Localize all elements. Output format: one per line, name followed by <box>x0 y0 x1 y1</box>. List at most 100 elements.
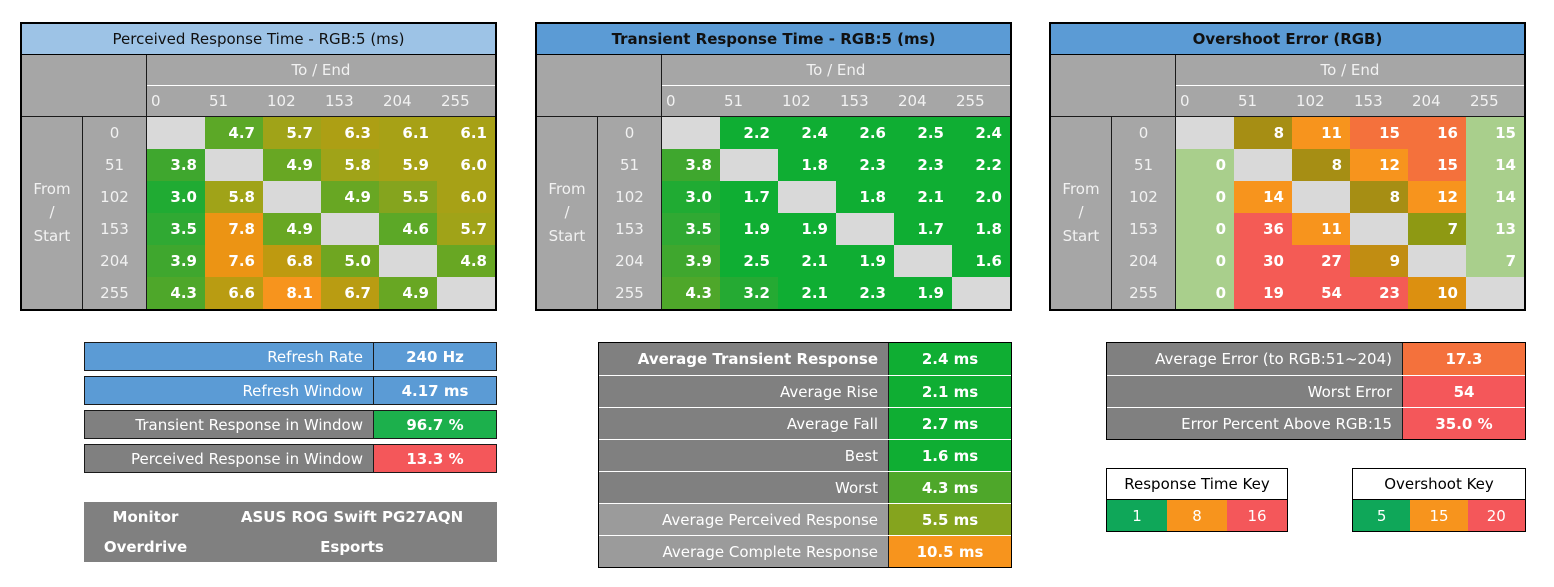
heatmap-cell: 19 <box>1234 277 1292 309</box>
key-swatches: 5 15 20 <box>1353 500 1525 531</box>
summary-row: Average Perceived Response 5.5 ms <box>599 503 1011 535</box>
heatmap-cell: 2.3 <box>836 277 894 309</box>
heatmap-cell: 3.0 <box>662 181 720 213</box>
heatmap-cell: 2.1 <box>778 277 836 309</box>
heatmap-cell: 23 <box>1350 277 1408 309</box>
summary-label: Refresh Window <box>85 377 374 404</box>
col-label: 51 <box>1234 86 1292 117</box>
transient-summary-table: Average Transient Response 2.4 ms Average … <box>598 342 1012 568</box>
heatmap-cell: 5.9 <box>379 149 437 181</box>
summary-row: Worst 4.3 ms <box>599 471 1011 503</box>
heatmap-cell: 3.5 <box>662 213 720 245</box>
heatmap-cell: 6.1 <box>379 117 437 149</box>
heatmap-cell: 2.2 <box>952 149 1010 181</box>
heatmap-cell: 0 <box>1176 277 1234 309</box>
row-label: 102 <box>598 181 662 213</box>
summary-row: Average Fall 2.7 ms <box>599 407 1011 439</box>
heatmap-cell <box>379 245 437 277</box>
heatmap-table-transient-response: Transient Response Time - RGB:5 (ms) To /… <box>535 22 1012 311</box>
summary-value: 1.6 ms <box>889 440 1011 471</box>
heatmap-cell: 12 <box>1408 181 1466 213</box>
heatmap-cell: 2.0 <box>952 181 1010 213</box>
summary-value: 2.4 ms <box>889 343 1011 375</box>
key-swatch: 1 <box>1107 500 1167 531</box>
heatmap-cell: 15 <box>1466 117 1524 149</box>
heatmap-cell <box>321 213 379 245</box>
heatmap-cell: 5.0 <box>321 245 379 277</box>
key-swatch: 15 <box>1410 500 1468 531</box>
heatmap-cell <box>1350 213 1408 245</box>
heatmap-cell: 1.9 <box>836 245 894 277</box>
row-label: 204 <box>1112 245 1176 277</box>
col-label: 204 <box>1408 86 1466 117</box>
row-label: 51 <box>1112 149 1176 181</box>
corner-cell <box>22 55 147 117</box>
overshoot-key: Overshoot Key 5 15 20 <box>1352 468 1526 532</box>
summary-row: Refresh Rate 240 Hz <box>84 342 497 371</box>
row-label: 153 <box>598 213 662 245</box>
heatmap-cell: 3.9 <box>147 245 205 277</box>
summary-row: Error Percent Above RGB:15 35.0 % <box>1107 407 1525 439</box>
heatmap-cell: 3.0 <box>147 181 205 213</box>
heatmap-cell: 1.9 <box>720 213 778 245</box>
heatmap-cell: 4.9 <box>263 149 321 181</box>
key-swatch: 5 <box>1353 500 1411 531</box>
heatmap-cell: 1.7 <box>720 181 778 213</box>
heatmap-cell: 14 <box>1466 181 1524 213</box>
heatmap-cell: 4.7 <box>205 117 263 149</box>
key-swatch: 16 <box>1227 500 1287 531</box>
key-swatches: 1 8 16 <box>1107 500 1287 531</box>
col-group-label: To / End <box>1176 55 1524 86</box>
summary-value: 54 <box>1403 376 1525 407</box>
key-swatch: 20 <box>1467 500 1525 531</box>
heatmap-cell: 3.8 <box>662 149 720 181</box>
table-title: Perceived Response Time - RGB:5 (ms) <box>22 24 495 55</box>
summary-label: Refresh Rate <box>85 343 374 370</box>
heatmap-cell: 5.8 <box>321 149 379 181</box>
table-title: Overshoot Error (RGB) <box>1051 24 1524 55</box>
summary-value: 240 Hz <box>374 343 496 370</box>
heatmap-cell: 27 <box>1292 245 1350 277</box>
summary-row: Average Transient Response 2.4 ms <box>599 343 1011 375</box>
heatmap-cell: 6.1 <box>437 117 495 149</box>
col-label: 0 <box>662 86 720 117</box>
summary-label: Worst Error <box>1107 376 1403 407</box>
summary-label: Perceived Response in Window <box>85 445 374 472</box>
summary-value: 5.5 ms <box>889 504 1011 535</box>
heatmap-cell: 1.8 <box>836 181 894 213</box>
row-label: 204 <box>598 245 662 277</box>
heatmap-cell: 7.8 <box>205 213 263 245</box>
col-label: 204 <box>379 86 437 117</box>
key-swatch: 8 <box>1167 500 1227 531</box>
heatmap-cell <box>778 181 836 213</box>
heatmap-cell: 2.4 <box>952 117 1010 149</box>
col-group-label: To / End <box>147 55 495 86</box>
summary-row: Refresh Window 4.17 ms <box>84 376 497 405</box>
row-label: 153 <box>83 213 147 245</box>
heatmap-cell <box>263 181 321 213</box>
col-label: 153 <box>836 86 894 117</box>
heatmap-cell: 4.9 <box>379 277 437 309</box>
col-label: 102 <box>778 86 836 117</box>
summary-row: Average Rise 2.1 ms <box>599 375 1011 407</box>
row-label: 255 <box>83 277 147 309</box>
col-label: 255 <box>952 86 1010 117</box>
heatmap-cell: 2.2 <box>720 117 778 149</box>
monitor-row: Overdrive Esports <box>84 532 497 562</box>
summary-value: 17.3 <box>1403 343 1525 375</box>
heatmap-cell: 9 <box>1350 245 1408 277</box>
heatmap-cell: 4.3 <box>662 277 720 309</box>
row-label: 0 <box>1112 117 1176 149</box>
monitor-label: Overdrive <box>103 538 188 556</box>
row-label: 204 <box>83 245 147 277</box>
heatmap-cell: 15 <box>1408 149 1466 181</box>
heatmap-cell: 5.7 <box>437 213 495 245</box>
row-label: 51 <box>598 149 662 181</box>
heatmap-cell <box>205 149 263 181</box>
key-title: Response Time Key <box>1107 469 1287 500</box>
heatmap-cell: 6.7 <box>321 277 379 309</box>
col-label: 153 <box>321 86 379 117</box>
summary-label: Average Fall <box>599 408 889 439</box>
heatmap-cell: 2.3 <box>894 149 952 181</box>
heatmap-cell: 11 <box>1292 117 1350 149</box>
